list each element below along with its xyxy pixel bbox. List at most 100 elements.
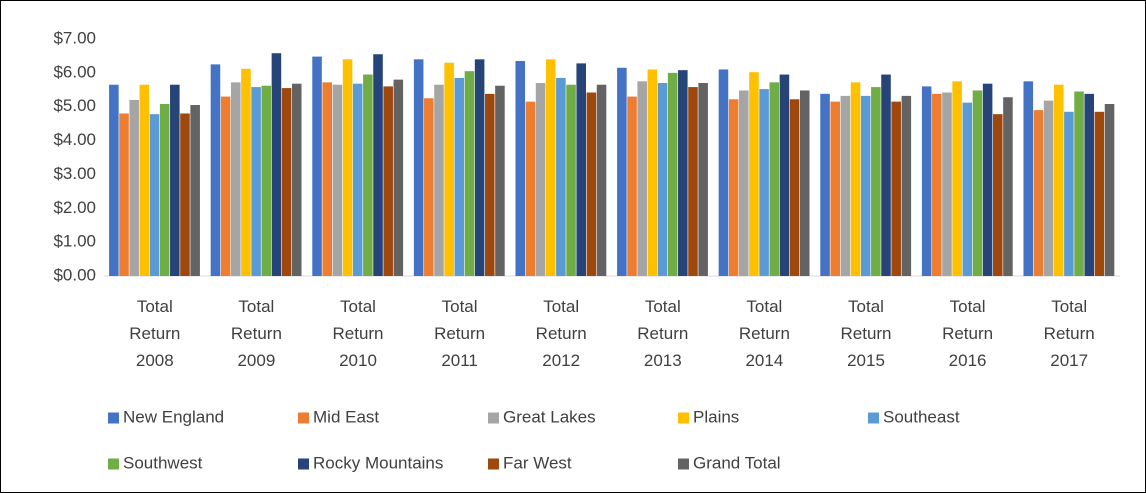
bar: [363, 74, 373, 276]
bar: [139, 84, 150, 276]
bar: [678, 70, 688, 276]
bar: [342, 59, 353, 276]
legend-swatch: [488, 412, 499, 424]
legend-label: Mid East: [313, 407, 379, 426]
x-tick-label: Total Return 2010: [332, 297, 384, 370]
bar: [454, 77, 465, 276]
bar: [393, 79, 404, 276]
legend-label: Grand Total: [693, 453, 781, 472]
bar: [149, 114, 160, 276]
bar: [982, 83, 993, 276]
x-tick-label: Total Return 2016: [942, 297, 994, 370]
legend-swatch: [868, 412, 879, 424]
bar: [170, 84, 180, 276]
bar: [972, 90, 983, 276]
y-tick-label: $1.00: [53, 232, 96, 251]
bar: [485, 93, 495, 276]
x-tick-label: Total Return 2011: [434, 297, 486, 370]
legend-label: Southwest: [123, 453, 203, 472]
bar: [749, 72, 759, 277]
bar: [1053, 84, 1064, 276]
bar: [759, 89, 769, 276]
legend-label: Great Lakes: [503, 407, 596, 426]
bar: [241, 68, 251, 277]
bar: [993, 114, 1003, 276]
bar: [596, 84, 607, 276]
y-tick-label: $3.00: [53, 164, 96, 183]
bar: [1094, 111, 1105, 277]
bar: [545, 59, 556, 276]
bar: [799, 90, 810, 276]
bar: [1084, 93, 1094, 276]
bar: [261, 85, 272, 276]
bar: [444, 62, 454, 277]
bar: [850, 82, 861, 276]
bar: [271, 53, 282, 276]
bar: [667, 72, 678, 276]
bar: [1064, 111, 1074, 277]
bar: [952, 81, 962, 276]
bar: [220, 96, 231, 276]
bar: [942, 92, 952, 276]
bar: [312, 56, 322, 276]
bar: [535, 83, 546, 276]
bar: [322, 82, 332, 276]
bar: [1003, 97, 1013, 276]
bar: [251, 87, 261, 276]
bar: [291, 83, 302, 276]
bar: [891, 101, 901, 276]
bar: [881, 74, 891, 276]
legend-swatch: [298, 412, 309, 424]
legend-swatch: [108, 412, 119, 424]
bar: [566, 84, 576, 276]
x-tick-label: Total Return 2012: [535, 297, 587, 370]
bar: [932, 93, 942, 276]
bar: [525, 101, 536, 276]
bar: [698, 83, 708, 276]
y-tick-label: $6.00: [53, 62, 96, 81]
legend-label: Plains: [693, 407, 739, 426]
bar: [779, 74, 790, 276]
legend-label: Rocky Mountains: [313, 453, 443, 472]
bar: [1074, 91, 1084, 276]
x-tick-label: Total Return 2009: [230, 297, 282, 370]
bar: [688, 87, 698, 276]
bar: [901, 95, 912, 276]
bar: [515, 61, 526, 276]
bar: [210, 64, 221, 277]
bar: [769, 82, 780, 276]
bar: [728, 99, 739, 276]
bar: [586, 92, 597, 276]
x-tick-label: Total Return 2015: [840, 297, 892, 370]
bar: [495, 85, 505, 276]
bar: [424, 98, 434, 276]
bar: [332, 84, 343, 276]
legend-label: Southeast: [883, 407, 960, 426]
x-tick-label: Total Return 2013: [637, 297, 689, 370]
bar: [718, 69, 729, 276]
legend-label: Far West: [503, 453, 572, 472]
bar: [789, 99, 800, 276]
bar: [871, 87, 881, 276]
bar: [159, 104, 170, 277]
y-tick-label: $4.00: [53, 130, 96, 149]
legend-swatch: [678, 458, 689, 470]
legend-swatch: [488, 458, 499, 470]
bar: [119, 113, 129, 276]
bar: [739, 90, 749, 276]
bar: [180, 113, 190, 276]
bar: [434, 84, 444, 276]
bar: [1043, 100, 1054, 277]
x-tick-label: Total Return 2017: [1043, 297, 1095, 370]
legend-label: New England: [123, 407, 224, 426]
legend-swatch: [108, 458, 119, 470]
bar: [921, 86, 932, 277]
bar: [373, 54, 383, 276]
bar: [627, 96, 637, 276]
y-tick-label: $7.00: [53, 28, 96, 47]
bar: [840, 95, 851, 276]
bar: [464, 71, 475, 277]
bar: [657, 83, 668, 276]
